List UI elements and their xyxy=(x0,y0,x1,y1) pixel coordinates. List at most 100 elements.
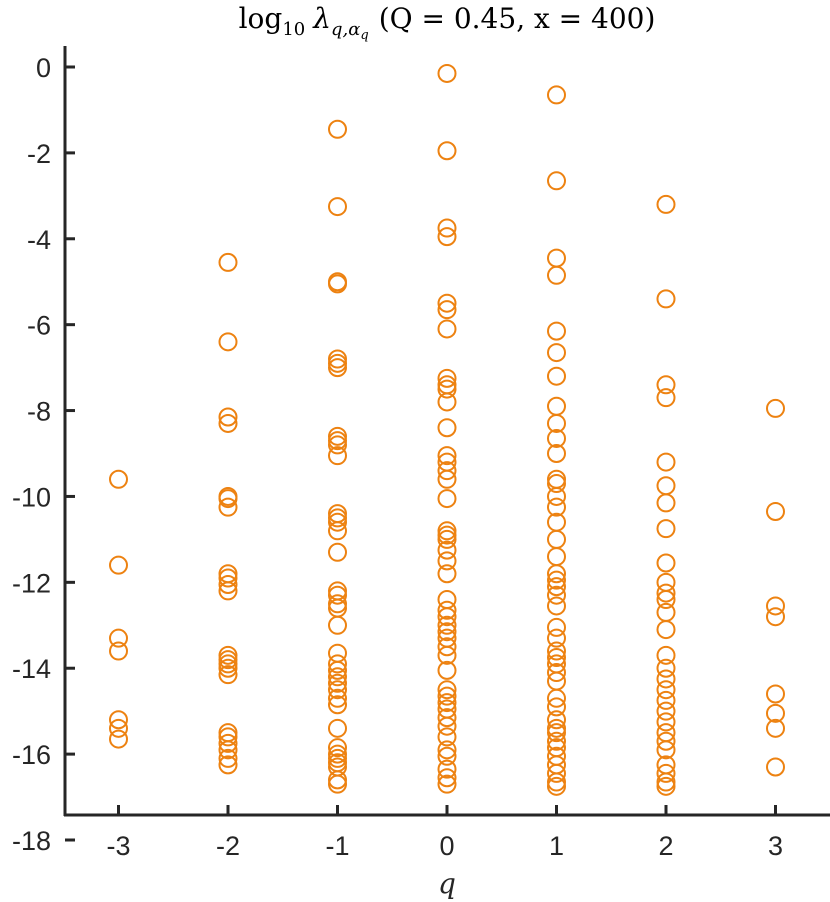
data-point xyxy=(547,663,566,683)
data-point xyxy=(437,759,457,779)
data-point xyxy=(218,497,238,517)
data-point xyxy=(328,615,347,635)
y-tick-label: -8 xyxy=(27,397,51,427)
data-point xyxy=(328,695,347,715)
x-tick-label: 2 xyxy=(658,831,673,861)
data-point xyxy=(437,727,457,747)
x-tick-label: 0 xyxy=(439,831,454,861)
data-point xyxy=(766,596,785,616)
data-point xyxy=(656,590,676,610)
data-point xyxy=(328,673,347,693)
data-point xyxy=(656,553,676,573)
data-point xyxy=(547,171,566,191)
data-point xyxy=(328,738,347,758)
data-point xyxy=(437,768,457,788)
data-point xyxy=(437,564,457,584)
y-tick-label: -4 xyxy=(27,225,51,255)
data-point xyxy=(547,265,566,285)
data-point xyxy=(656,194,676,214)
data-point xyxy=(766,703,785,723)
data-point xyxy=(437,622,457,642)
data-point xyxy=(656,763,676,783)
data-point xyxy=(437,551,457,571)
data-point xyxy=(656,772,676,792)
data-point xyxy=(547,763,566,783)
data-point xyxy=(656,375,676,395)
data-point xyxy=(437,607,457,627)
data-point xyxy=(656,476,676,496)
data-point xyxy=(656,645,676,665)
data-point xyxy=(109,710,128,730)
data-point xyxy=(656,701,676,721)
data-point xyxy=(218,733,238,753)
data-point xyxy=(218,568,238,588)
data-point xyxy=(437,774,457,794)
data-point xyxy=(547,343,566,363)
data-point xyxy=(218,407,238,427)
data-point xyxy=(218,650,238,670)
y-tick-label: -18 xyxy=(12,826,51,856)
data-point xyxy=(328,431,347,451)
data-point xyxy=(547,776,566,796)
x-tick-label: -3 xyxy=(106,831,130,861)
data-point xyxy=(218,413,238,433)
data-point xyxy=(109,641,128,661)
data-point xyxy=(766,757,785,777)
data-point xyxy=(547,718,566,738)
data-point xyxy=(547,413,566,433)
data-point xyxy=(656,388,676,408)
data-point xyxy=(437,540,457,560)
data-point xyxy=(328,349,347,369)
data-point xyxy=(328,680,347,700)
y-tick-label: -16 xyxy=(12,740,51,770)
data-point xyxy=(328,119,347,139)
data-point xyxy=(328,512,347,532)
data-point xyxy=(109,469,128,489)
data-point xyxy=(656,776,676,796)
data-point xyxy=(547,469,566,489)
data-point xyxy=(328,688,347,708)
data-point xyxy=(328,358,347,378)
title-params: (Q = 0.45, x = 400) xyxy=(379,2,656,35)
data-point xyxy=(547,85,566,105)
data-point xyxy=(437,379,457,399)
data-point xyxy=(547,710,566,730)
data-point xyxy=(328,744,347,764)
title-fn-sub: 10 xyxy=(282,19,305,40)
data-point xyxy=(328,426,347,446)
data-point xyxy=(437,693,457,713)
x-tick-label: 1 xyxy=(549,831,564,861)
data-point xyxy=(547,577,566,597)
data-point xyxy=(437,461,457,481)
data-point xyxy=(328,521,347,541)
y-tick-label: 0 xyxy=(36,53,51,83)
data-point xyxy=(328,508,347,528)
data-point xyxy=(328,197,347,217)
data-point xyxy=(437,716,457,736)
y-tick-label: -10 xyxy=(12,482,51,512)
data-point xyxy=(547,628,566,648)
data-point xyxy=(656,669,676,689)
y-tick-label: -14 xyxy=(12,654,51,684)
data-point xyxy=(218,755,238,775)
data-point xyxy=(328,660,347,680)
data-point xyxy=(547,617,566,637)
data-point xyxy=(437,686,457,706)
data-point xyxy=(656,731,676,751)
data-point xyxy=(328,435,347,455)
data-point xyxy=(328,770,347,790)
data-point xyxy=(656,620,676,640)
data-point xyxy=(547,321,566,341)
data-point xyxy=(547,564,566,584)
data-point xyxy=(109,628,128,648)
title-fn: log xyxy=(239,2,283,35)
data-point xyxy=(437,141,457,161)
data-point xyxy=(766,607,785,627)
x-tick-label: -1 xyxy=(325,831,349,861)
data-point xyxy=(437,740,457,760)
data-point xyxy=(437,615,457,635)
data-point xyxy=(109,555,128,575)
data-point xyxy=(547,547,566,567)
data-point xyxy=(218,489,238,509)
